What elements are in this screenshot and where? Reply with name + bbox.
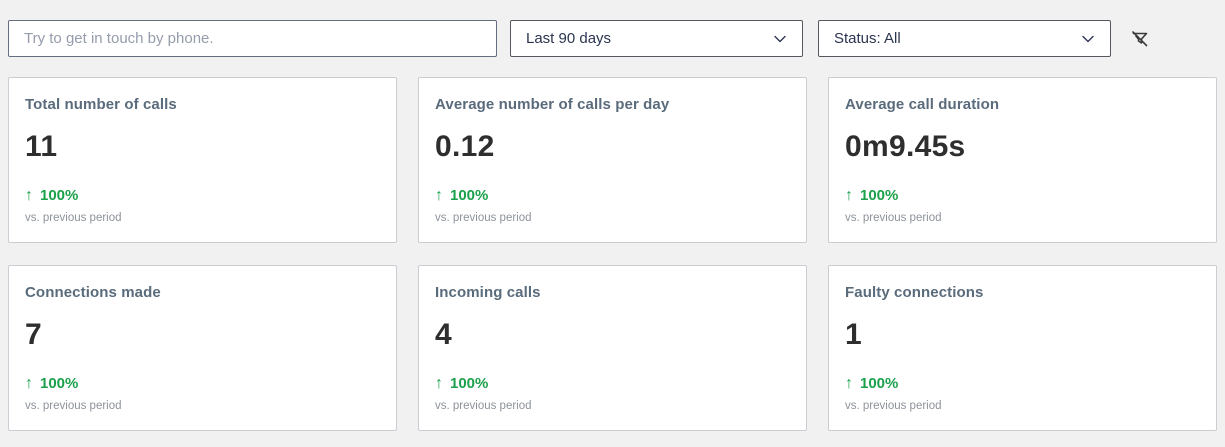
card-value: 0m9.45s — [845, 130, 966, 163]
filter-off-icon — [1132, 31, 1148, 47]
card-value: 0.12 — [435, 130, 495, 163]
trend-indicator: ↑ 100% — [845, 187, 1200, 204]
card-avg-call-duration: Average call duration 0m9.45s ↑ 100% vs.… — [828, 77, 1217, 243]
comparison-label: vs. previous period — [25, 212, 122, 224]
clear-filters-button[interactable] — [1126, 25, 1154, 53]
trend-percent: 100% — [40, 375, 79, 392]
trend-percent: 100% — [860, 187, 899, 204]
chevron-down-icon — [1082, 35, 1094, 42]
comparison-label: vs. previous period — [435, 212, 532, 224]
card-title: Incoming calls — [435, 284, 541, 301]
card-total-calls: Total number of calls 11 ↑ 100% vs. prev… — [8, 77, 397, 243]
arrow-up-icon: ↑ — [845, 374, 853, 392]
comparison-label: vs. previous period — [25, 400, 122, 412]
chevron-down-icon — [774, 35, 786, 42]
arrow-up-icon: ↑ — [845, 186, 853, 204]
trend-percent: 100% — [450, 375, 489, 392]
trend-percent: 100% — [860, 375, 899, 392]
card-title: Faulty connections — [845, 284, 984, 301]
search-input[interactable] — [8, 20, 497, 57]
comparison-label: vs. previous period — [845, 212, 942, 224]
card-value: 1 — [845, 318, 862, 351]
status-value: Status: All — [834, 30, 901, 47]
stat-cards-grid: Total number of calls 11 ↑ 100% vs. prev… — [8, 77, 1217, 431]
trend-indicator: ↑ 100% — [25, 187, 380, 204]
card-title: Connections made — [25, 284, 161, 301]
trend-indicator: ↑ 100% — [435, 375, 790, 392]
card-connections-made: Connections made 7 ↑ 100% vs. previous p… — [8, 265, 397, 431]
card-value: 11 — [25, 130, 58, 163]
arrow-up-icon: ↑ — [25, 186, 33, 204]
card-title: Total number of calls — [25, 96, 177, 113]
card-value: 4 — [435, 318, 452, 351]
comparison-label: vs. previous period — [435, 400, 532, 412]
trend-percent: 100% — [450, 187, 489, 204]
arrow-up-icon: ↑ — [435, 374, 443, 392]
arrow-up-icon: ↑ — [25, 374, 33, 392]
status-select[interactable]: Status: All — [818, 20, 1111, 57]
card-faulty-connections: Faulty connections 1 ↑ 100% vs. previous… — [828, 265, 1217, 431]
card-title: Average call duration — [845, 96, 1000, 113]
card-avg-calls-per-day: Average number of calls per day 0.12 ↑ 1… — [418, 77, 807, 243]
card-title: Average number of calls per day — [435, 96, 670, 113]
date-range-value: Last 90 days — [526, 30, 612, 47]
trend-indicator: ↑ 100% — [845, 375, 1200, 392]
card-value: 7 — [25, 318, 42, 351]
date-range-select[interactable]: Last 90 days — [510, 20, 803, 57]
trend-percent: 100% — [40, 187, 79, 204]
card-incoming-calls: Incoming calls 4 ↑ 100% vs. previous per… — [418, 265, 807, 431]
trend-indicator: ↑ 100% — [25, 375, 380, 392]
arrow-up-icon: ↑ — [435, 186, 443, 204]
trend-indicator: ↑ 100% — [435, 187, 790, 204]
comparison-label: vs. previous period — [845, 400, 942, 412]
